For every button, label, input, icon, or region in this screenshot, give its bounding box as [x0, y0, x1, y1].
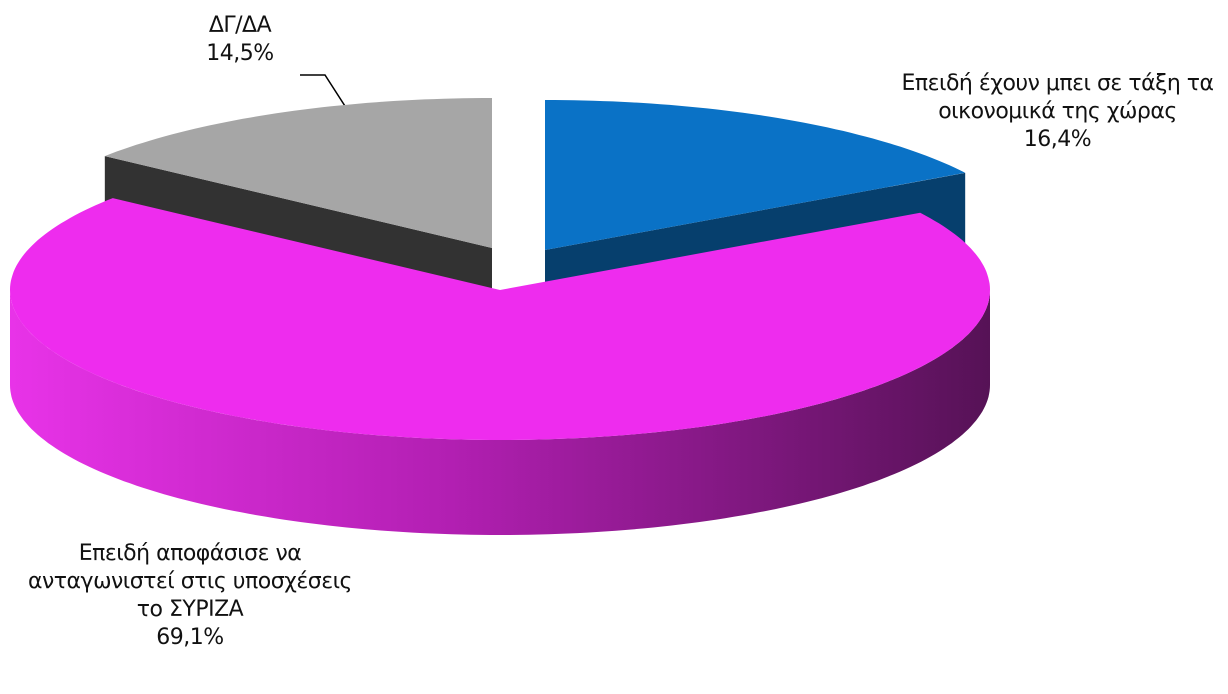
slice-label: ΔΓ/ΔΑ 14,5%	[160, 12, 320, 68]
slice-side	[10, 290, 990, 535]
category-label: Επειδή αποφάσισε να ανταγωνιστεί στις υπ…	[28, 541, 352, 622]
value-label: 16,4%	[1023, 127, 1092, 152]
slice-label: Επειδή έχουν μπει σε τάξη τα οικονομικά …	[885, 70, 1228, 154]
slice	[545, 100, 966, 250]
category-label: ΔΓ/ΔΑ	[208, 13, 272, 38]
slice	[104, 98, 493, 248]
category-label: Επειδή έχουν μπει σε τάξη τα οικονομικά …	[901, 71, 1214, 124]
value-label: 69,1%	[156, 625, 224, 650]
slice-label: Επειδή αποφάσισε να ανταγωνιστεί στις υπ…	[20, 540, 360, 652]
slice	[10, 198, 990, 440]
value-label: 14,5%	[206, 41, 274, 66]
